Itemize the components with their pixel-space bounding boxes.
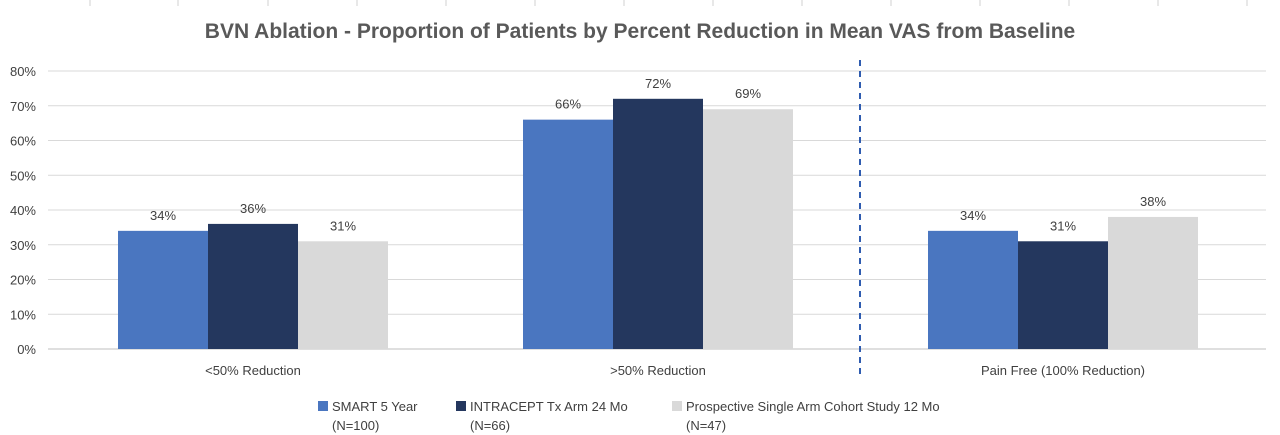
x-tick-label: <50% Reduction — [205, 363, 301, 378]
bar — [1108, 216, 1198, 349]
bar — [118, 230, 208, 349]
data-label: 66% — [555, 97, 581, 112]
spreadsheet-gridlines — [89, 0, 1248, 6]
x-tick-label: >50% Reduction — [610, 363, 706, 378]
data-label: 36% — [240, 201, 266, 216]
legend-label-smart: SMART 5 Year — [332, 399, 418, 414]
y-tick-label: 60% — [10, 134, 36, 149]
data-label: 69% — [735, 86, 761, 101]
bar — [703, 109, 793, 349]
chart-title: BVN Ablation - Proportion of Patients by… — [204, 20, 1076, 43]
data-label: 72% — [645, 76, 671, 91]
data-label: 31% — [1050, 218, 1076, 233]
legend-n-intracept: (N=66) — [470, 418, 511, 433]
bar — [208, 223, 298, 349]
y-tick-label: 0% — [17, 342, 36, 357]
data-label: 31% — [330, 218, 356, 233]
bar — [928, 230, 1018, 349]
bar — [1018, 241, 1108, 349]
y-tick-label: 50% — [10, 168, 36, 183]
bar — [523, 119, 613, 350]
data-label: 34% — [150, 208, 176, 223]
y-tick-label: 30% — [10, 238, 36, 253]
bar — [613, 98, 703, 349]
legend-n-smart: (N=100) — [332, 418, 380, 433]
legend-n-prospective: (N=47) — [686, 418, 727, 433]
legend-label-prospective: Prospective Single Arm Cohort Study 12 M… — [686, 399, 940, 414]
legend-swatch-prospective — [672, 401, 682, 411]
data-label: 38% — [1140, 194, 1166, 209]
y-tick-label: 10% — [10, 307, 36, 322]
y-tick-label: 40% — [10, 203, 36, 218]
bar — [298, 241, 388, 349]
legend-label-intracept: INTRACEPT Tx Arm 24 Mo — [470, 399, 628, 414]
y-tick-label: 80% — [10, 64, 36, 79]
legend-swatch-smart — [318, 401, 328, 411]
y-tick-label: 70% — [10, 99, 36, 114]
legend-swatch-intracept — [456, 401, 466, 411]
y-tick-label: 20% — [10, 273, 36, 288]
x-tick-label: Pain Free (100% Reduction) — [981, 363, 1145, 378]
data-label: 34% — [960, 208, 986, 223]
